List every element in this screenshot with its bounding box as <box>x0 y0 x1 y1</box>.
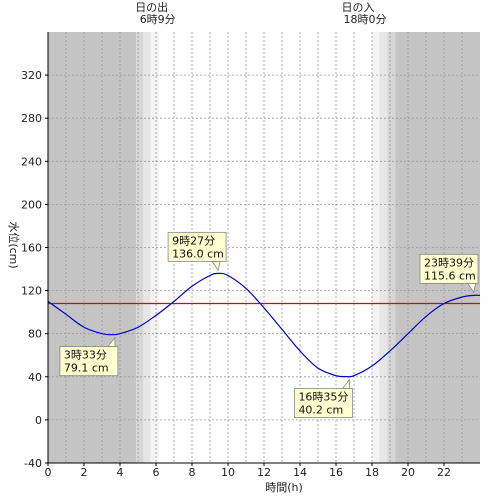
x-tick-label-18: 18 <box>365 466 379 479</box>
series-layer <box>47 272 481 378</box>
annotation-time-0: 3時33分 <box>64 349 107 362</box>
sunset-time: 18時0分 <box>344 13 387 26</box>
y-tick-label-240: 240 <box>21 155 42 168</box>
y-tick-label-320: 320 <box>21 69 42 82</box>
x-tick-label-14: 14 <box>293 466 307 479</box>
y-tick-label-40: 40 <box>28 371 42 384</box>
x-tick-label-2: 2 <box>81 466 88 479</box>
sunset-title: 日の入 <box>342 1 375 14</box>
sunrise-time: 6時9分 <box>140 13 176 26</box>
series-line-0 <box>47 272 481 378</box>
y-tick-label-80: 80 <box>28 328 42 341</box>
y-tick-label-280: 280 <box>21 112 42 125</box>
annotation-box-3 <box>419 253 479 284</box>
x-tick-label-0: 0 <box>45 466 52 479</box>
annotation-time-1: 9時27分 <box>172 234 215 247</box>
x-tick-label-10: 10 <box>221 466 235 479</box>
y-tick-label-160: 160 <box>21 242 42 255</box>
tick-labels: 0 2 4 6 8 10 12 14 16 18 20 22-40040801201602002402… <box>21 69 451 479</box>
night-band-6 <box>387 32 396 463</box>
sun-labels: 日の出 6時9分 日の入 18時0分 <box>135 0 386 26</box>
night-band-2 <box>143 32 151 463</box>
night-band-4 <box>372 32 380 463</box>
night-band-5 <box>379 32 388 463</box>
annotation-value-1: 136.0 cm <box>172 247 224 260</box>
annotation-value-3: 115.6 cm <box>424 269 476 282</box>
annotation-value-0: 79.1 cm <box>64 362 109 375</box>
y-axis-title: 水位(cm) <box>7 221 21 268</box>
x-tick-label-20: 20 <box>401 466 415 479</box>
x-axis-title: 時間(h) <box>265 481 303 494</box>
y-tick-label-200: 200 <box>21 198 42 211</box>
sunrise-title: 日の出 <box>135 0 168 14</box>
y-tick-label--40: -40 <box>24 457 42 470</box>
x-tick-label-16: 16 <box>329 466 343 479</box>
x-tick-label-4: 4 <box>117 466 124 479</box>
x-tick-label-22: 22 <box>437 466 451 479</box>
annotation-time-2: 16時35分 <box>298 391 348 404</box>
x-tick-label-12: 12 <box>257 466 271 479</box>
annotation-time-3: 23時39分 <box>424 256 474 269</box>
y-tick-label-0: 0 <box>35 414 42 427</box>
annotation-box-1 <box>167 231 227 262</box>
annotation-value-2: 40.2 cm <box>298 404 343 417</box>
night-band-1 <box>136 32 144 463</box>
y-tick-label-120: 120 <box>21 285 42 298</box>
annotation-box-2 <box>294 388 353 418</box>
annotation-box-0 <box>59 346 119 377</box>
night-band-3 <box>150 32 159 463</box>
x-tick-label-6: 6 <box>153 466 160 479</box>
x-tick-label-8: 8 <box>189 466 196 479</box>
